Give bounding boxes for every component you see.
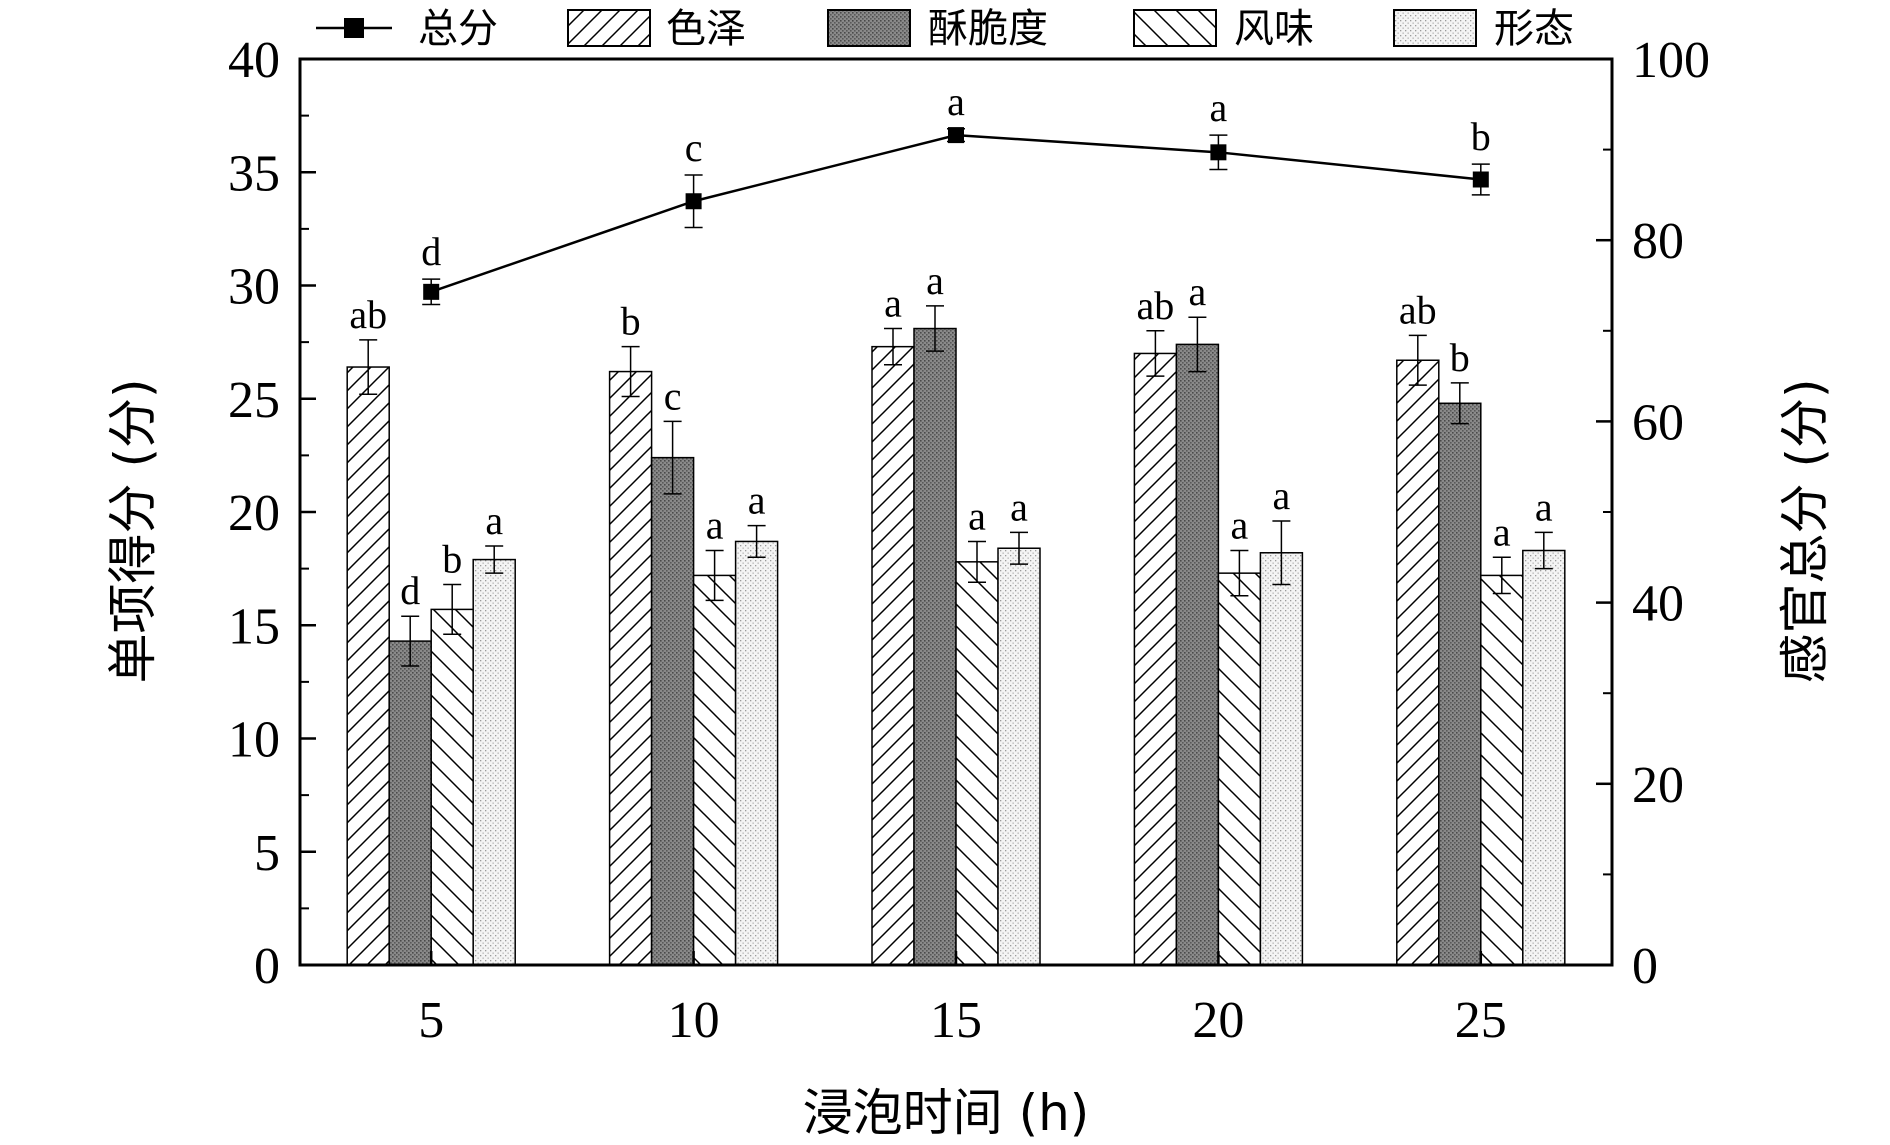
bar-形态-20 bbox=[1259, 552, 1304, 966]
x-tick-label-10: 10 bbox=[668, 992, 720, 1049]
legend-item-total: 总分 bbox=[316, 6, 498, 52]
sig-label-形态-5: a bbox=[485, 498, 503, 543]
axes-layer: 0 5 10 15 20 25 30 35 40 0 20 40 60 80 100 5 10 15 20 25 bbox=[228, 32, 1710, 1049]
total-score-point-15 bbox=[948, 127, 964, 144]
bar-色泽-25 bbox=[1396, 359, 1440, 966]
y-right-tick-label-20: 20 bbox=[1632, 757, 1684, 814]
sig-label-酥脆度-25: b bbox=[1450, 335, 1470, 380]
legend-swatch-shape bbox=[1393, 9, 1477, 47]
y-right-tick-label-80: 80 bbox=[1632, 213, 1684, 270]
sig-label-风味-25: a bbox=[1493, 509, 1511, 554]
legend-item-series-2: 风味 bbox=[1133, 6, 1314, 52]
legend-label-shape: 形态 bbox=[1494, 6, 1574, 52]
total-sig-label-20: a bbox=[1210, 85, 1228, 130]
bar-风味-5 bbox=[430, 608, 474, 966]
y-left-tick-label-25: 25 bbox=[228, 372, 280, 429]
total-sig-label-5: d bbox=[421, 229, 441, 274]
sig-label-色泽-10: b bbox=[621, 299, 641, 344]
sig-label-形态-20: a bbox=[1273, 473, 1291, 518]
sig-label-形态-10: a bbox=[748, 478, 766, 523]
legend-swatch-crispness bbox=[827, 9, 911, 47]
error-bars-layer bbox=[359, 305, 1553, 667]
legend-label-total: 总分 bbox=[418, 6, 498, 52]
total-score-point-20 bbox=[1210, 144, 1227, 161]
y-left-tick-label-0: 0 bbox=[254, 938, 280, 995]
sig-label-风味-10: a bbox=[706, 503, 724, 548]
x-tick-label-25: 25 bbox=[1455, 992, 1507, 1049]
bar-酥脆度-5 bbox=[388, 640, 432, 966]
sig-label-形态-25: a bbox=[1535, 484, 1553, 529]
x-axis-title: 浸泡时间 (h) bbox=[803, 1084, 1090, 1142]
y-right-tick-label-40: 40 bbox=[1632, 576, 1684, 633]
total-score-point-25 bbox=[1472, 171, 1489, 188]
sig-label-色泽-15: a bbox=[884, 281, 902, 326]
y-left-tick-label-10: 10 bbox=[228, 712, 280, 769]
total-score-point-5 bbox=[423, 283, 440, 300]
bar-酥脆度-10 bbox=[650, 456, 695, 966]
y-left-tick-label-5: 5 bbox=[254, 825, 280, 882]
sig-label-酥脆度-15: a bbox=[926, 258, 944, 303]
x-tick-label-20: 20 bbox=[1192, 992, 1244, 1049]
sig-label-色泽-20: ab bbox=[1137, 283, 1175, 328]
legend-item-series-1: 酥脆度 bbox=[827, 6, 1048, 52]
bar-风味-10 bbox=[692, 574, 737, 966]
bars-layer bbox=[346, 327, 1566, 966]
y-right-tick-label-60: 60 bbox=[1632, 394, 1684, 451]
sig-label-风味-20: a bbox=[1231, 503, 1249, 548]
y-left-tick-label-30: 30 bbox=[228, 259, 280, 316]
sig-label-形态-15: a bbox=[1010, 484, 1028, 529]
sig-label-风味-15: a bbox=[968, 493, 986, 538]
y-left-tick-label-35: 35 bbox=[228, 145, 280, 202]
y-axis-right-title: 感官总分 (分) bbox=[1776, 379, 1834, 684]
bar-形态-5 bbox=[472, 558, 516, 966]
y-right-tick-label-100: 100 bbox=[1632, 32, 1710, 89]
total-sig-label-10: c bbox=[685, 125, 703, 170]
bar-色泽-10 bbox=[608, 370, 653, 966]
y-left-tick-label-15: 15 bbox=[228, 598, 280, 655]
sig-label-风味-5: b bbox=[442, 536, 462, 581]
bar-风味-15 bbox=[955, 561, 999, 966]
bar-形态-15 bbox=[997, 547, 1041, 966]
legend-label-flavor: 风味 bbox=[1234, 6, 1314, 52]
total-score-line bbox=[430, 133, 1481, 294]
bar-酥脆度-25 bbox=[1438, 402, 1482, 966]
total-sig-label-25: b bbox=[1471, 114, 1491, 159]
y-axis-left-title: 单项得分 (分) bbox=[104, 379, 162, 684]
sig-label-酥脆度-5: d bbox=[400, 568, 420, 613]
sig-label-酥脆度-10: c bbox=[664, 373, 682, 418]
total-score-point-10 bbox=[685, 193, 702, 210]
bar-酥脆度-20 bbox=[1175, 343, 1220, 966]
y-right-tick-label-0: 0 bbox=[1632, 938, 1658, 995]
bar-形态-25 bbox=[1522, 549, 1566, 966]
legend-swatch-flavor bbox=[1133, 9, 1217, 47]
bar-风味-20 bbox=[1217, 572, 1262, 966]
x-tick-label-15: 15 bbox=[930, 992, 982, 1049]
bar-风味-25 bbox=[1480, 574, 1524, 966]
sig-label-色泽-5: ab bbox=[349, 292, 387, 337]
x-tick-label-5: 5 bbox=[418, 992, 444, 1049]
y-left-tick-label-40: 40 bbox=[228, 32, 280, 89]
sig-label-酥脆度-20: a bbox=[1189, 269, 1207, 314]
legend-item-series-0: 色泽 bbox=[567, 6, 746, 52]
bar-色泽-15 bbox=[871, 345, 915, 966]
legend: 总分 色泽 酥脆度 风味 形态 bbox=[316, 6, 1574, 52]
legend-square-marker bbox=[344, 18, 364, 38]
y-left-tick-label-20: 20 bbox=[228, 485, 280, 542]
total-sig-label-15: a bbox=[947, 79, 965, 124]
sig-label-色泽-25: ab bbox=[1399, 287, 1437, 332]
legend-label-crispness: 酥脆度 bbox=[928, 6, 1048, 52]
legend-label-color: 色泽 bbox=[666, 6, 746, 52]
total-score-line-layer: d c a a b bbox=[421, 79, 1491, 306]
legend-swatch-color bbox=[567, 9, 651, 47]
bar-形态-10 bbox=[734, 540, 779, 966]
bar-色泽-20 bbox=[1133, 352, 1178, 966]
bar-酥脆度-15 bbox=[913, 327, 957, 966]
legend-item-series-3: 形态 bbox=[1393, 6, 1574, 52]
bar-色泽-5 bbox=[346, 366, 390, 966]
